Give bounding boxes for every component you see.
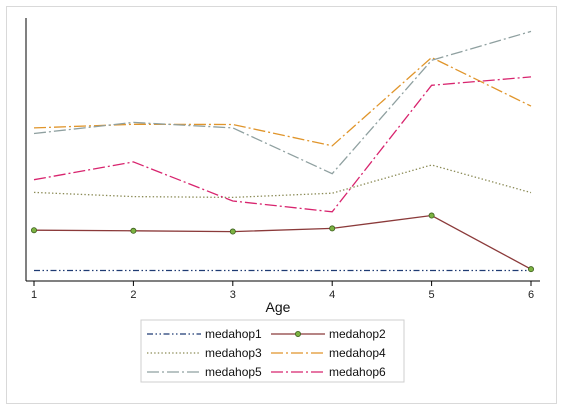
x-tick-label: 5 xyxy=(429,289,435,301)
data-point-medahop2 xyxy=(130,227,137,234)
legend-label: medahop4 xyxy=(329,346,386,360)
legend-item-medahop1: medahop1 xyxy=(147,327,262,341)
data-point-medahop2 xyxy=(528,266,535,273)
legend-item-medahop4: medahop4 xyxy=(271,346,386,360)
series-line-medahop6 xyxy=(33,76,532,213)
legend-item-medahop3: medahop3 xyxy=(147,346,262,360)
x-ticks: 1 2 3 4 5 6 xyxy=(31,281,534,301)
legend-label: medahop3 xyxy=(205,346,262,360)
series-line-medahop3 xyxy=(33,164,532,199)
data-point-medahop2 xyxy=(30,227,37,234)
x-tick-label: 1 xyxy=(31,289,37,301)
data-point-medahop2 xyxy=(428,212,435,219)
legend-item-medahop5: medahop5 xyxy=(147,365,262,379)
legend-item-medahop2: medahop2 xyxy=(271,327,386,341)
x-tick-label: 3 xyxy=(230,289,236,301)
legend-item-medahop6: medahop6 xyxy=(271,365,386,379)
x-tick-label: 2 xyxy=(130,289,136,301)
plot-area: 1 2 3 4 5 6 xyxy=(25,18,540,301)
data-point-medahop2 xyxy=(229,228,236,235)
x-tick-label: 4 xyxy=(329,289,335,301)
legend-label: medahop1 xyxy=(205,327,262,341)
series-line-medahop5 xyxy=(33,30,532,175)
series-line-medahop2 xyxy=(33,214,532,270)
legend: medahop1 medahop2 medahop3 medahop4 medahop5… xyxy=(140,319,405,383)
series-layer xyxy=(30,30,535,273)
x-axis-title: Age xyxy=(266,299,291,315)
legend-label: medahop5 xyxy=(205,365,262,379)
legend-label: medahop6 xyxy=(329,365,386,379)
series-line-medahop4 xyxy=(33,56,532,147)
x-tick-label: 6 xyxy=(528,289,534,301)
data-point-medahop2 xyxy=(329,225,336,232)
legend-marker xyxy=(294,330,301,337)
legend-label: medahop2 xyxy=(329,327,386,341)
